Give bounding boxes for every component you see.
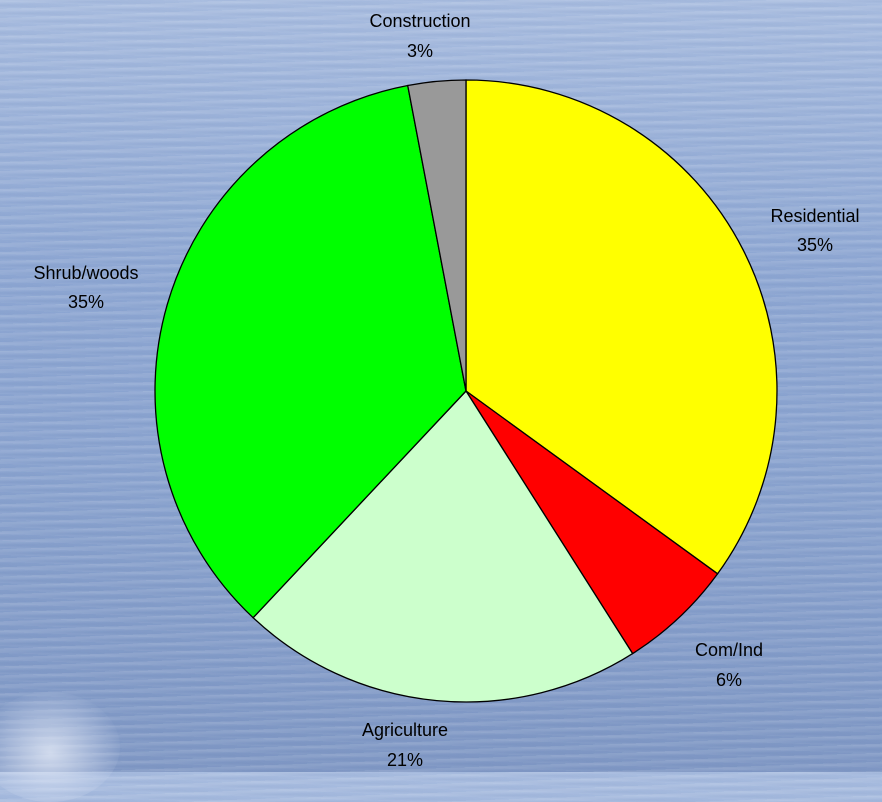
label-comind-name: Com/Ind	[695, 640, 763, 660]
label-agriculture-name: Agriculture	[362, 720, 448, 740]
label-construction-name: Construction	[369, 11, 470, 31]
label-agriculture-percent: 21%	[387, 750, 423, 770]
label-shrubwoods-percent: 35%	[68, 292, 104, 312]
pie-slice-shrub-woods	[154, 84, 467, 619]
pie-chart: Residential 35% Com/Ind 6% Agriculture 2…	[33, 11, 859, 770]
pie-slice-construction	[406, 79, 467, 392]
label-construction-percent: 3%	[407, 41, 433, 61]
pie-slices	[154, 79, 778, 703]
label-residential-name: Residential	[770, 206, 859, 226]
label-residential-percent: 35%	[797, 235, 833, 255]
pie-labels: Residential 35% Com/Ind 6% Agriculture 2…	[33, 11, 859, 770]
label-shrubwoods-name: Shrub/woods	[33, 263, 138, 283]
pie-slice-residential	[465, 79, 778, 575]
pie-slice-agriculture	[252, 389, 634, 703]
label-comind-percent: 6%	[716, 670, 742, 690]
